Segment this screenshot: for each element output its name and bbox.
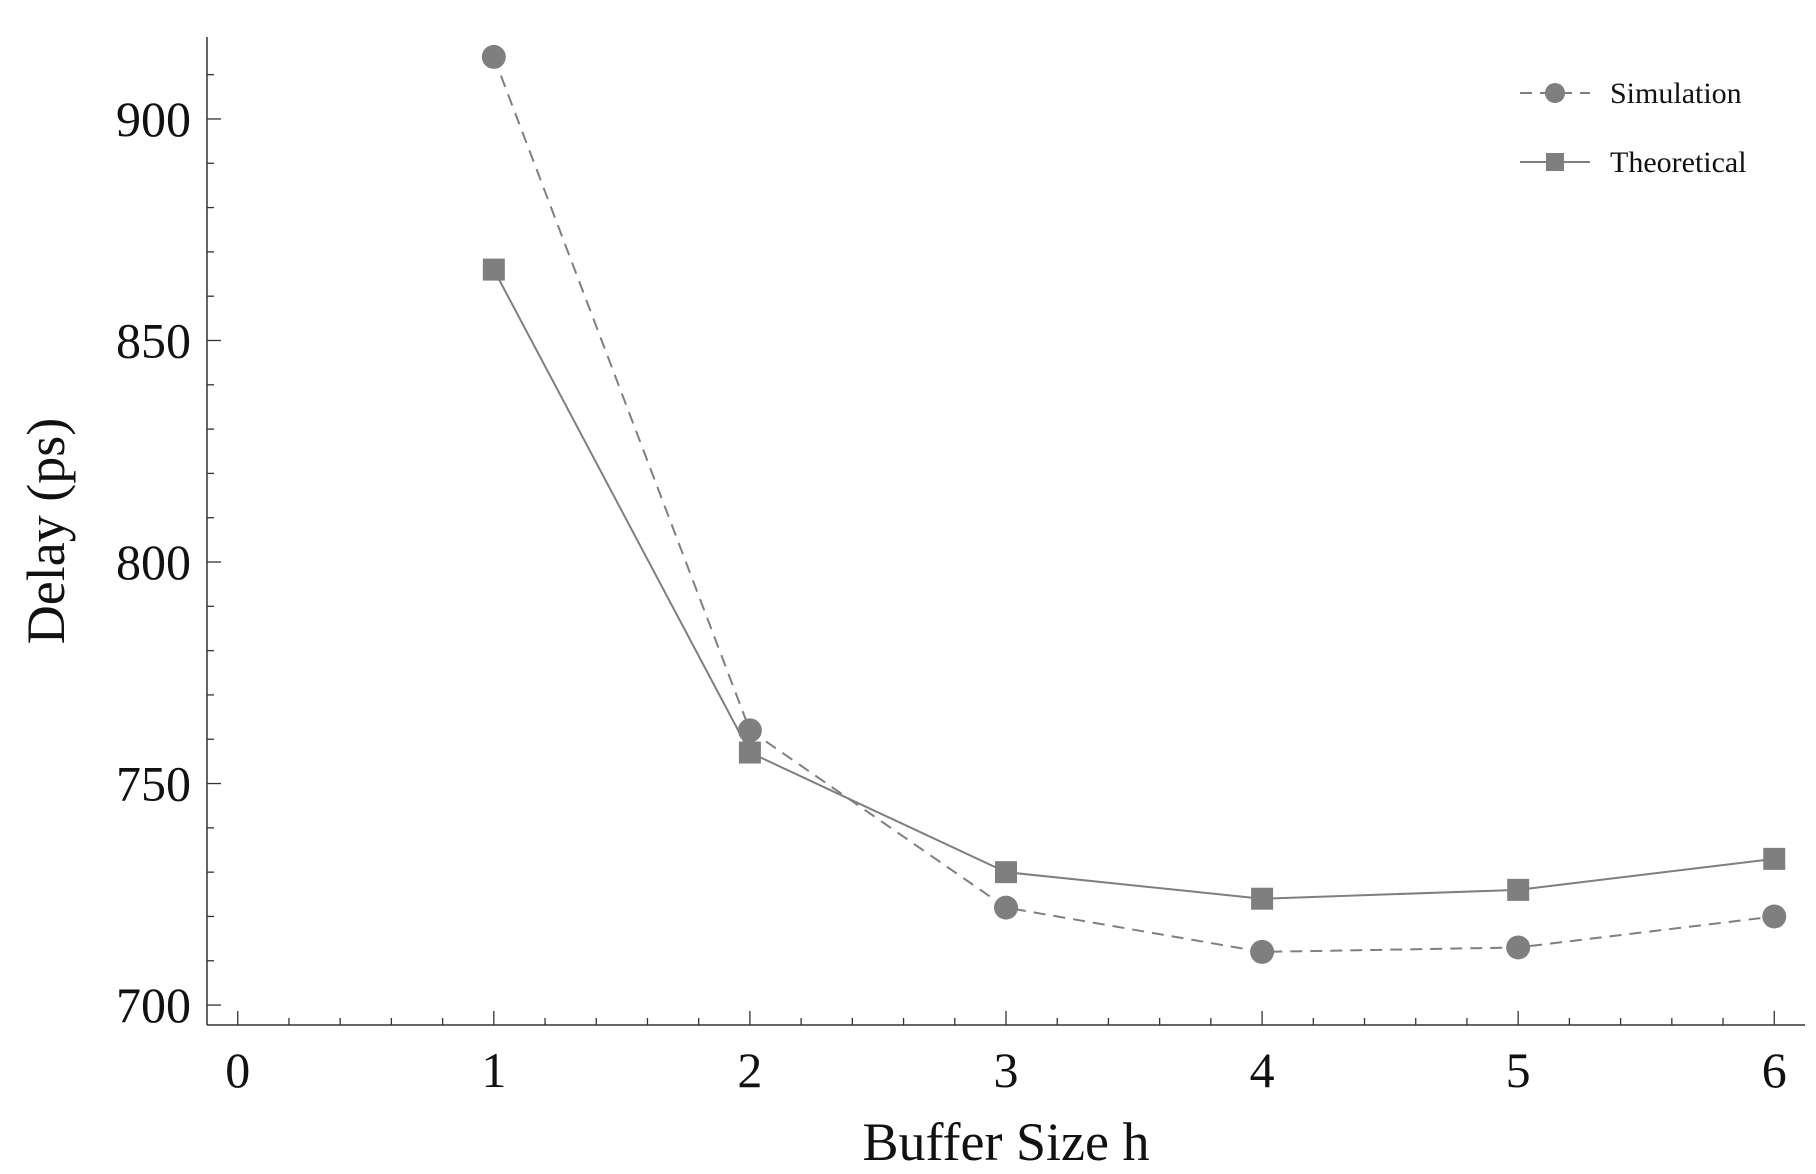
series-layer — [481, 44, 1787, 964]
series-simulation — [481, 44, 1787, 964]
data-point-simulation — [737, 718, 762, 743]
legend-entry-simulation: Simulation — [1520, 77, 1742, 110]
x-tick-label: 5 — [1506, 1042, 1531, 1098]
legend-entry-theoretical: Theoretical — [1520, 146, 1747, 179]
y-tick-label: 900 — [116, 91, 191, 147]
data-point-theoretical — [1763, 847, 1786, 870]
x-tick-label: 2 — [737, 1042, 762, 1098]
data-point-theoretical — [1251, 887, 1274, 910]
data-point-theoretical — [738, 741, 761, 764]
legend-theoretical-marker — [1546, 153, 1564, 171]
legend-simulation-label: Simulation — [1610, 77, 1742, 110]
x-tick-label: 3 — [994, 1042, 1019, 1098]
data-point-simulation — [481, 44, 506, 69]
y-axis-title: Delay (ps) — [16, 418, 76, 644]
series-theoretical — [482, 258, 1786, 910]
legend-simulation-marker — [1545, 83, 1565, 103]
legend: Simulation Theoretical — [1520, 77, 1747, 179]
y-tick-label: 850 — [116, 312, 191, 368]
tick-labels: 0 1 2 3 4 5 6 700 750 800 850 900 — [116, 91, 1787, 1098]
x-tick-label: 1 — [481, 1042, 506, 1098]
y-tick-label: 700 — [116, 977, 191, 1033]
series-line-simulation — [492, 56, 1775, 953]
x-tick-label: 0 — [225, 1042, 250, 1098]
y-tick-label: 750 — [116, 756, 191, 812]
data-point-simulation — [1762, 904, 1787, 929]
data-point-simulation — [1506, 935, 1531, 960]
tick-marks — [207, 74, 1775, 1025]
series-line-theoretical — [492, 269, 1775, 900]
data-point-theoretical — [995, 861, 1017, 884]
x-tick-label: 6 — [1762, 1042, 1787, 1098]
x-tick-label: 4 — [1250, 1042, 1275, 1098]
data-point-simulation — [994, 895, 1018, 920]
y-tick-label: 800 — [116, 534, 191, 590]
data-point-simulation — [1250, 939, 1275, 964]
data-point-theoretical — [482, 258, 505, 281]
data-point-theoretical — [1507, 878, 1530, 901]
x-axis-title: Buffer Size h — [863, 1112, 1150, 1172]
legend-theoretical-label: Theoretical — [1610, 146, 1747, 179]
